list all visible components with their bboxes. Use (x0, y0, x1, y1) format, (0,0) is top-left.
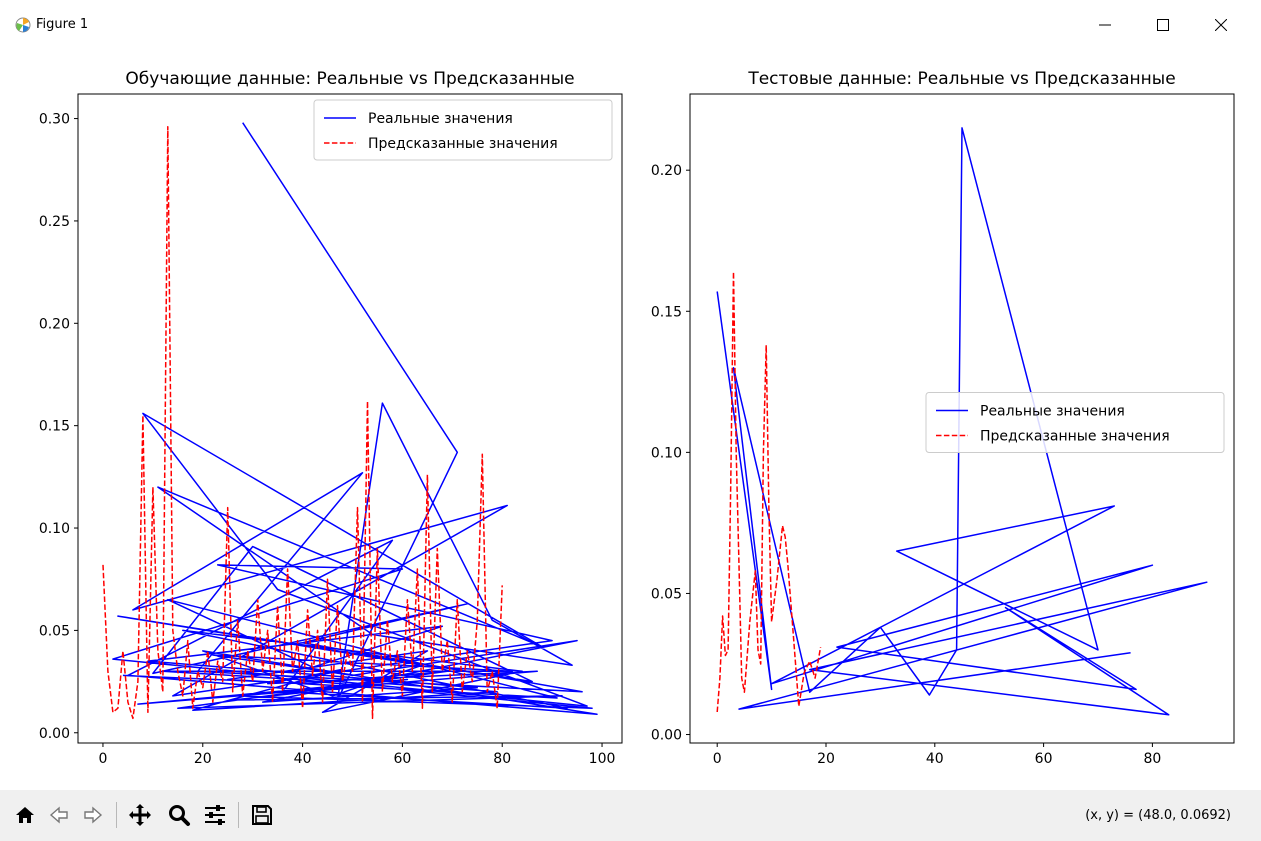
train-chart: Обучающие данные: Реальные vs Предсказан… (39, 69, 623, 767)
minimize-button[interactable] (1076, 0, 1134, 50)
window-title: Figure 1 (36, 17, 89, 32)
predicted-series-line (102, 126, 503, 720)
y-tick-label: 0.10 (39, 521, 70, 537)
legend-label: Предсказанные значения (368, 136, 558, 152)
toolbar-separator (238, 802, 239, 828)
forward-button[interactable] (80, 802, 106, 828)
matplotlib-icon (15, 17, 31, 33)
x-tick-label: 60 (393, 751, 411, 767)
x-tick-label: 40 (294, 751, 312, 767)
pan-button[interactable] (127, 802, 153, 828)
home-icon (16, 807, 34, 823)
x-tick-label: 20 (817, 751, 835, 767)
maximize-button[interactable] (1134, 0, 1192, 50)
back-icon (49, 806, 68, 824)
legend-box (313, 99, 613, 161)
figure-canvas[interactable]: Обучающие данные: Реальные vs Предсказан… (0, 50, 1261, 790)
cursor-coordinates: (x, y) = (48.0, 0.0692) (1085, 808, 1231, 823)
test-chart: Тестовые данные: Реальные vs Предсказанн… (651, 69, 1235, 767)
actual-series-line (112, 122, 598, 716)
axes-frame (77, 93, 623, 744)
y-tick-label: 0.20 (651, 163, 682, 179)
y-tick-label: 0.15 (39, 419, 70, 435)
x-tick-label: 20 (194, 751, 212, 767)
close-icon (1215, 19, 1227, 31)
actual-series-line (716, 127, 1208, 716)
navigation-toolbar: (x, y) = (48.0, 0.0692) (0, 790, 1261, 841)
legend-label: Реальные значения (980, 404, 1125, 420)
home-button[interactable] (12, 802, 38, 828)
back-button[interactable] (46, 802, 72, 828)
legend-box (925, 392, 1225, 453)
y-tick-label: 0.05 (651, 586, 682, 602)
y-tick-label: 0.10 (651, 445, 682, 461)
predicted-series-line (716, 271, 822, 713)
configure-subplots-icon (205, 805, 225, 825)
x-tick-label: 40 (926, 751, 944, 767)
legend-label: Предсказанные значения (980, 429, 1170, 445)
x-tick-label: 80 (1143, 751, 1161, 767)
axes-frame (689, 93, 1235, 744)
minimize-icon (1099, 24, 1111, 26)
forward-icon (84, 806, 103, 824)
y-tick-label: 0.20 (39, 316, 70, 332)
save-button[interactable] (249, 802, 275, 828)
configure-subplots-button[interactable] (202, 802, 228, 828)
close-button[interactable] (1192, 0, 1250, 50)
x-tick-label: 0 (713, 751, 722, 767)
y-tick-label: 0.15 (651, 304, 682, 320)
x-tick-label: 80 (493, 751, 511, 767)
y-tick-label: 0.25 (39, 214, 70, 230)
zoom-icon (169, 805, 190, 826)
y-tick-label: 0.30 (39, 112, 70, 128)
save-icon (252, 805, 272, 825)
maximize-icon (1157, 19, 1169, 31)
y-tick-label: 0.00 (39, 726, 70, 742)
legend-label: Реальные значения (368, 111, 513, 127)
y-tick-label: 0.05 (39, 623, 70, 639)
y-tick-label: 0.00 (651, 728, 682, 744)
pan-icon (129, 804, 151, 826)
zoom-button[interactable] (166, 802, 192, 828)
x-tick-label: 0 (98, 751, 107, 767)
x-tick-label: 60 (1035, 751, 1053, 767)
toolbar-separator (116, 802, 117, 828)
chart-title: Тестовые данные: Реальные vs Предсказанн… (747, 69, 1175, 89)
chart-legend: Реальные значения Предсказанные значения (313, 99, 613, 161)
x-tick-label: 100 (589, 751, 616, 767)
window-titlebar: Figure 1 (0, 0, 1261, 50)
chart-title: Обучающие данные: Реальные vs Предсказан… (125, 69, 574, 89)
chart-legend: Реальные значения Предсказанные значения (925, 392, 1225, 453)
